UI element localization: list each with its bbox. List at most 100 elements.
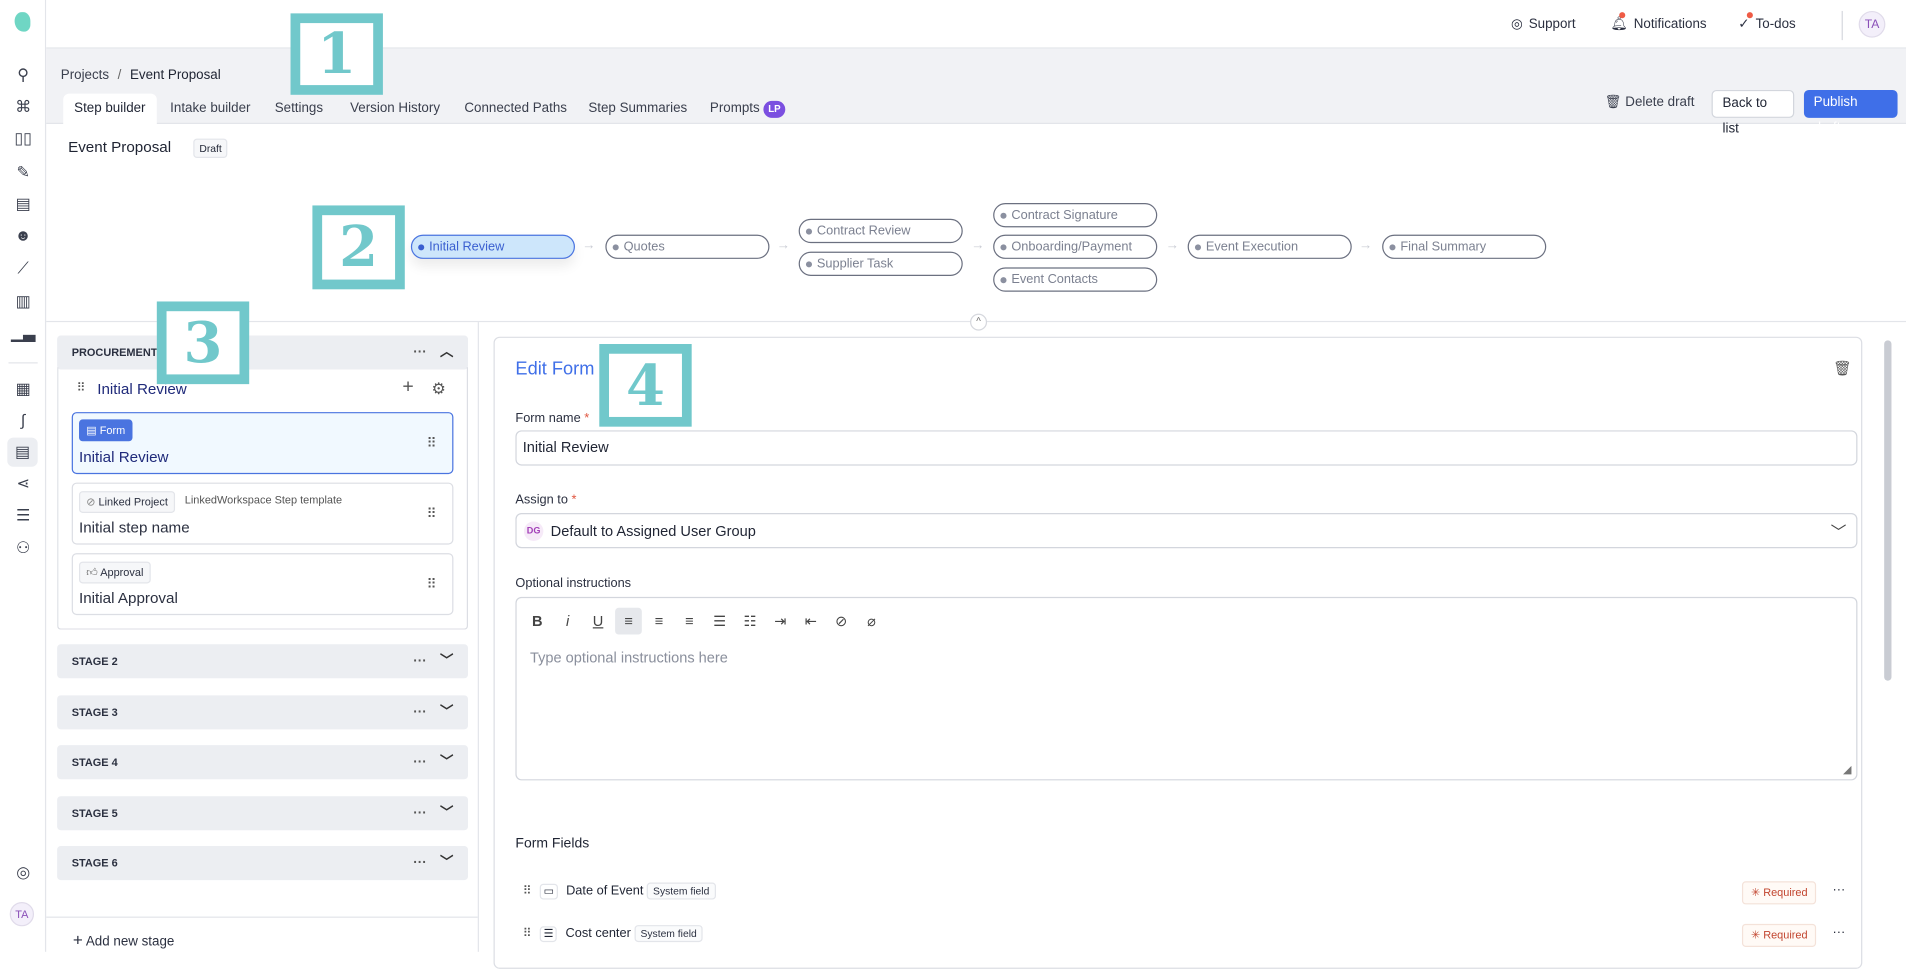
chevron-down-icon[interactable]: ﹀	[440, 653, 454, 669]
more-icon[interactable]: ···	[1832, 925, 1846, 940]
more-icon[interactable]: ···	[413, 705, 427, 720]
assign-to-select[interactable]: DG Default to Assigned User Group ﹀	[515, 512, 1858, 549]
numbered-list-icon[interactable]: ☷	[743, 612, 757, 630]
network-icon[interactable]: ⌘	[15, 97, 31, 116]
step-card-linked-project[interactable]: ⊘ Linked Project LinkedWorkspace Step te…	[71, 482, 454, 545]
more-icon[interactable]: ···	[413, 855, 427, 871]
drag-handle-icon[interactable]: ⠿	[76, 381, 86, 396]
pipeline-step-supplier-task[interactable]: Supplier Task	[798, 251, 963, 276]
columns-icon[interactable]: ▯▯	[14, 128, 32, 148]
user-avatar[interactable]: TA	[9, 901, 35, 927]
delete-draft-button[interactable]: 🗑︎ Delete draft	[1595, 90, 1704, 118]
unlink-icon[interactable]: ⊘	[835, 612, 848, 630]
required-badge[interactable]: ✳ Required	[1742, 881, 1817, 905]
table-icon[interactable]: ☰	[16, 505, 31, 524]
more-icon[interactable]: ···	[1832, 882, 1846, 898]
pipeline-step-event-contacts[interactable]: Event Contacts	[993, 267, 1158, 292]
drag-handle-icon[interactable]: ⠿	[426, 506, 437, 521]
align-right-icon[interactable]: ≡	[684, 612, 694, 630]
pipeline-step-contract-signature[interactable]: Contract Signature	[993, 203, 1158, 228]
tab-step-builder[interactable]: Step builder	[63, 93, 157, 124]
support-icon[interactable]: ◎	[16, 863, 30, 882]
more-icon[interactable]: ···	[413, 754, 427, 770]
user-icon[interactable]: ⚇	[16, 538, 31, 557]
scrollbar[interactable]	[1884, 340, 1892, 681]
notifications-button[interactable]: 🔔︎ Notifications	[1611, 12, 1707, 32]
drag-handle-icon[interactable]: ⠿	[522, 927, 532, 941]
bold-icon[interactable]: B	[532, 612, 543, 630]
sign-icon[interactable]: ✎	[16, 162, 30, 182]
todos-button[interactable]: ✓ To-dos	[1738, 12, 1796, 32]
plus-icon[interactable]: +	[402, 376, 414, 398]
publish-draft-button[interactable]: Publish draft	[1803, 89, 1898, 135]
support-button[interactable]: ◎ Support	[1511, 16, 1576, 31]
tab-version-history[interactable]: Version History	[350, 100, 441, 116]
pipeline-step-onboarding-payment[interactable]: Onboarding/Payment	[993, 234, 1158, 259]
buildings-icon[interactable]: ▥	[15, 291, 31, 310]
step-card-approval[interactable]: 👍︎ Approval Initial Approval ⠿	[71, 553, 454, 616]
user-avatar[interactable]: TA	[1858, 10, 1886, 38]
tab-step-summaries[interactable]: Step Summaries	[588, 100, 688, 116]
branch-icon[interactable]: ⋖	[16, 474, 30, 493]
chevron-down-icon[interactable]: ﹀	[440, 855, 454, 871]
stage-5-header[interactable]: STAGE 5 ··· ﹀	[57, 796, 469, 831]
breadcrumb-projects[interactable]: Projects	[60, 68, 110, 83]
stage-3-header[interactable]: STAGE 3 ··· ﹀	[57, 695, 469, 730]
stage-procurement-header[interactable]: PROCUREMENT ··· ︿	[57, 335, 469, 370]
stage-2-header[interactable]: STAGE 2 ··· ﹀	[57, 644, 469, 679]
outdent-icon[interactable]: ⇤	[804, 612, 817, 630]
optional-instructions-label: Optional instructions	[515, 576, 632, 591]
route-icon[interactable]: ∫	[20, 410, 26, 430]
form-icon[interactable]: ▤	[7, 437, 38, 467]
logo-icon[interactable]	[14, 12, 31, 32]
pipeline-step-quotes[interactable]: Quotes	[605, 234, 770, 259]
building-chart-icon[interactable]: ▦	[15, 379, 31, 398]
collapse-chevron-icon[interactable]: ^	[970, 313, 988, 331]
gear-icon[interactable]: ⚙	[431, 379, 446, 398]
robot-icon[interactable]: ☻	[14, 226, 32, 245]
form-field-row[interactable]: ⠿ ▭ Date of Event System field ✳ Require…	[522, 881, 1860, 907]
drag-handle-icon[interactable]: ⠿	[522, 884, 532, 899]
instructions-editor[interactable]: B i U ≡ ≡ ≡ ☰ ☷ ⇥ ⇤ ⊘ ⌀ Type optional in…	[515, 596, 1858, 781]
chevron-down-icon[interactable]: ﹀	[440, 754, 454, 770]
tab-settings[interactable]: Settings	[274, 100, 324, 116]
line-chart-icon[interactable]: ⟋	[17, 258, 29, 278]
more-icon[interactable]: ···	[413, 345, 427, 360]
chevron-down-icon[interactable]: ﹀	[440, 805, 454, 821]
chevron-down-icon[interactable]: ﹀	[440, 705, 454, 720]
document-icon[interactable]: ▤	[15, 194, 31, 213]
tab-connected-paths[interactable]: Connected Paths	[464, 100, 567, 116]
pipeline-step-contract-review[interactable]: Contract Review	[798, 218, 963, 244]
step-card-form[interactable]: ▤ Form Initial Review ⠿	[71, 412, 454, 475]
trash-icon[interactable]: 🗑︎	[1833, 359, 1852, 377]
bar-chart-icon[interactable]: ▁▃	[10, 323, 36, 342]
pipeline-step-initial-review[interactable]: Initial Review	[410, 234, 575, 259]
tab-prompts[interactable]: Prompts LP	[699, 94, 796, 124]
pipeline-step-event-execution[interactable]: Event Execution	[1187, 234, 1352, 259]
drag-handle-icon[interactable]: ⠿	[426, 576, 437, 592]
stage-6-header[interactable]: STAGE 6 ··· ﹀	[57, 846, 469, 881]
attachment-icon[interactable]: ⌀	[867, 612, 876, 630]
bullet-list-icon[interactable]: ☰	[713, 612, 727, 630]
pipeline-step-final-summary[interactable]: Final Summary	[1382, 234, 1547, 259]
form-name-input[interactable]: Initial Review	[515, 430, 1858, 466]
signpost-icon[interactable]: ⚲	[17, 65, 29, 84]
resize-handle-icon[interactable]: ◢	[1842, 763, 1852, 776]
indent-icon[interactable]: ⇥	[774, 612, 787, 630]
underline-icon[interactable]: U	[592, 612, 604, 630]
align-left-icon[interactable]: ≡	[615, 607, 642, 635]
drag-handle-icon[interactable]: ⠿	[426, 435, 437, 451]
form-field-row[interactable]: ⠿ ☰ Cost center System field ✳ Required …	[522, 923, 1860, 949]
more-icon[interactable]: ···	[413, 805, 427, 821]
required-badge[interactable]: ✳ Required	[1742, 923, 1817, 947]
more-icon[interactable]: ···	[413, 653, 427, 669]
stage-name: STAGE 2	[71, 655, 118, 668]
chevron-up-icon[interactable]: ︿	[440, 345, 454, 360]
tab-intake-builder[interactable]: Intake builder	[170, 100, 251, 116]
align-center-icon[interactable]: ≡	[654, 612, 664, 630]
back-to-list-button[interactable]: Back to list	[1711, 89, 1795, 136]
add-new-stage-button[interactable]: + Add new stage	[73, 930, 174, 949]
stage-4-header[interactable]: STAGE 4 ··· ﹀	[57, 745, 469, 780]
left-rail: ⚲ ⌘ ▯▯ ✎ ▤ ☻ ⟋ ▥ ▁▃ ▦ ∫ ▤ ⋖ ☰ ⚇ ◎ TA	[0, 0, 47, 952]
italic-icon[interactable]: i	[566, 612, 570, 630]
